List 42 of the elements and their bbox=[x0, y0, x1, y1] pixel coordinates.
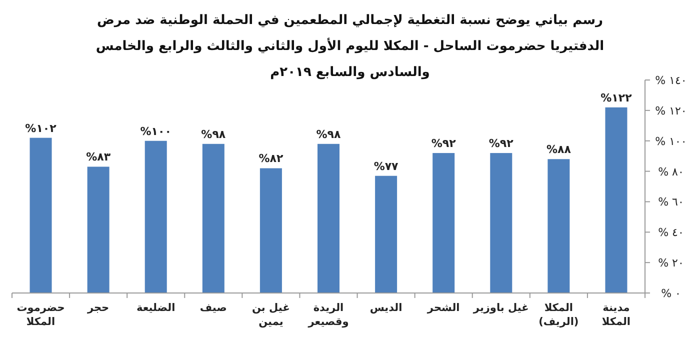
y-tick-label: % ١٤٠ bbox=[655, 74, 687, 87]
x-tick-label: الشحر bbox=[426, 301, 461, 315]
x-tick-label: الديس bbox=[368, 301, 404, 315]
y-tick-label: % ٤٠ bbox=[658, 226, 684, 240]
bar bbox=[318, 144, 340, 293]
chart-title: رسم بياني يوضح نسبة التغطية لإجمالي المطعمين في الحملة الوطنية ضد مرض الدفتيريا حضرموت الساحل - المكلا لليوم الأول والثاني والثالث والرابع والخامس والسادس والسابع ٢٠١٩م bbox=[94, 12, 606, 82]
y-tick-label: % ٦٠ bbox=[658, 196, 684, 209]
data-label: %١٠٢ bbox=[25, 122, 57, 135]
x-tick-label: المكلا (الريف) bbox=[538, 301, 580, 329]
y-tick-label: % ٠ bbox=[661, 287, 681, 300]
x-tick-label: حضرموت المكلا bbox=[16, 301, 66, 329]
data-label: %٩٢ bbox=[488, 137, 514, 150]
y-tick-label: % ٢٠ bbox=[658, 256, 684, 270]
bar bbox=[490, 153, 512, 293]
bar bbox=[548, 159, 570, 293]
data-label: %٩٨ bbox=[201, 128, 226, 141]
data-label: %٩٨ bbox=[316, 128, 342, 141]
bar bbox=[260, 168, 282, 293]
bar bbox=[605, 107, 628, 293]
bar bbox=[432, 153, 455, 293]
x-tick-label: الضليعة bbox=[135, 301, 176, 315]
data-label: %١٠٠ bbox=[140, 124, 172, 138]
y-tick-label: % ١٢٠ bbox=[655, 104, 687, 118]
x-tick-label: الريدة وقصيعر bbox=[306, 301, 350, 329]
data-label: %٨٢ bbox=[258, 152, 284, 166]
bar bbox=[375, 176, 398, 293]
bar bbox=[202, 144, 224, 293]
x-tick-label: مدينة المكلا bbox=[600, 301, 632, 329]
data-label: %٩٢ bbox=[431, 137, 456, 150]
bar bbox=[30, 138, 52, 293]
x-tick-label: حجر bbox=[86, 301, 110, 315]
x-tick-label: غيل بن يمين bbox=[250, 301, 291, 329]
bar bbox=[87, 166, 110, 293]
data-label: %٨٣ bbox=[86, 150, 111, 164]
data-label: %٧٧ bbox=[374, 160, 399, 173]
x-tick-label: صيف bbox=[198, 301, 228, 315]
x-tick-label: غيل باوزير bbox=[473, 301, 529, 315]
y-tick-label: % ١٠٠ bbox=[655, 134, 687, 148]
bar bbox=[144, 140, 167, 293]
data-label: %٨٨ bbox=[546, 143, 572, 156]
y-tick-label: % ٨٠ bbox=[658, 165, 684, 178]
data-label: %١٢٢ bbox=[600, 91, 632, 104]
